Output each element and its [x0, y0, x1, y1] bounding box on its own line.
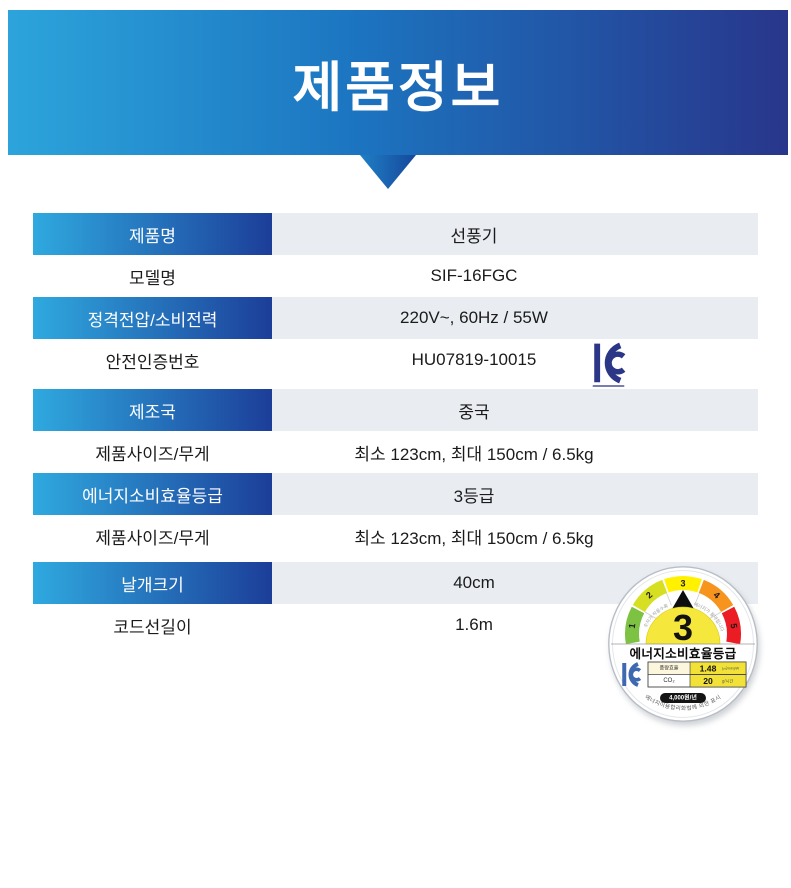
row-value: 3등급 — [272, 473, 758, 515]
gauge-number: 5 — [729, 623, 740, 630]
kc-icon-small — [622, 662, 642, 687]
table-row: 제조국 중국 — [33, 389, 758, 431]
row-value: SIF-16FGC — [430, 266, 518, 285]
annual-cost-badge — [660, 693, 706, 703]
table-row: 제품사이즈/무게 최소 123cm, 최대 150cm / 6.5kg — [33, 431, 758, 473]
annual-cost-text: 4,000원/년 — [669, 693, 697, 701]
energy-label-title: 에너지소비효율등급 — [630, 646, 737, 661]
kc-certification-icon — [592, 342, 626, 387]
grade-number-big: 3 — [673, 607, 693, 648]
row-label: 안전인증번호 — [105, 352, 200, 372]
metric-label: 풍량효율 — [659, 665, 678, 672]
energy-gauge: 1 2 3 4 5 — [625, 576, 741, 645]
energy-label: 1 2 3 4 5 숫자가 작을수록 에너지가 절약됩니 — [608, 566, 758, 722]
table-row: 제품명 선풍기 — [33, 213, 758, 255]
row-value: HU07819-10015 — [411, 350, 537, 369]
gauge-number: 1 — [627, 623, 638, 630]
row-label: 정격전압/소비전력 — [33, 297, 272, 339]
metric-value: 1.48 — [700, 664, 717, 674]
row-label: 모델명 — [129, 268, 176, 288]
table-row: 안전인증번호 HU07819-10015 — [33, 339, 758, 381]
header-banner: 제품정보 — [8, 10, 788, 155]
table-row: 코드선길이 1.6m — [33, 604, 758, 646]
metric-value: 20 — [703, 676, 713, 686]
row-value: 220V~, 60Hz / 55W — [272, 297, 758, 339]
row-value: 선풍기 — [272, 213, 758, 255]
spec-table: 제품명 선풍기 모델명 SIF-16FGC 정격전압/소비전력 220V~, 6… — [33, 213, 758, 646]
table-row: 에너지소비효율등급 3등급 — [33, 473, 758, 515]
table-row: 정격전압/소비전력 220V~, 60Hz / 55W — [33, 297, 758, 339]
table-row: 제품사이즈/무게 최소 123cm, 최대 150cm / 6.5kg — [33, 515, 758, 557]
row-label: 에너지소비효율등급 — [33, 473, 272, 515]
row-value: 중국 — [272, 389, 758, 431]
metric-label: CO₂ — [663, 678, 675, 684]
row-label: 제품사이즈/무게 — [95, 444, 210, 464]
row-value: 최소 123cm, 최대 150cm / 6.5kg — [354, 444, 594, 464]
metric-unit: g/시간 — [722, 678, 733, 684]
row-label: 제품명 — [33, 213, 272, 255]
row-label: 제조국 — [33, 389, 272, 431]
grade-pointer-icon — [672, 590, 694, 609]
metric-table: 풍량효율 1.48 (㎥/min)/W CO₂ 20 g/시간 — [647, 661, 747, 688]
row-label: 제품사이즈/무게 — [95, 528, 210, 548]
arrow-down-icon — [360, 155, 416, 189]
gauge-number: 3 — [680, 579, 685, 589]
page-title: 제품정보 — [292, 58, 504, 118]
gauge-number: 4 — [712, 590, 722, 601]
gauge-number: 2 — [644, 590, 654, 601]
row-label: 코드선길이 — [113, 617, 192, 637]
table-row: 모델명 SIF-16FGC — [33, 255, 758, 297]
row-label: 날개크기 — [33, 562, 272, 604]
row-value: 최소 123cm, 최대 150cm / 6.5kg — [354, 528, 594, 548]
row-value: 1.6m — [455, 615, 493, 634]
metric-unit: (㎥/min)/W — [722, 666, 740, 671]
